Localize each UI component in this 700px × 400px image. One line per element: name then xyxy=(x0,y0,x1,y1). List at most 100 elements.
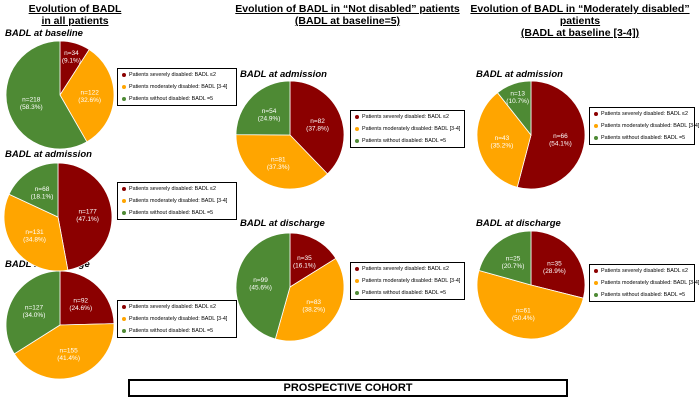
legend-item-severe: Patients severely disabled: BADL ≤2 xyxy=(594,268,690,274)
pie-slice-none xyxy=(235,80,291,136)
pie-slice-moderate xyxy=(476,92,532,188)
legend-swatch xyxy=(122,317,126,321)
legend-item-none: Patients without disabled: BADL =5 xyxy=(594,135,690,141)
pie-slice-severe xyxy=(516,80,586,190)
pie-slice-moderate xyxy=(476,269,584,340)
pie-data-label: n=127 (34.0%) xyxy=(23,305,46,320)
legend-item-none: Patients without disabled: BADL =5 xyxy=(122,210,232,216)
legend-swatch xyxy=(355,115,359,119)
legend-notdis-discharge: Patients severely disabled: BADL ≤2 Pati… xyxy=(350,262,465,300)
legend-item-none: Patients without disabled: BADL =5 xyxy=(355,138,460,144)
legend-swatch xyxy=(355,279,359,283)
legend-swatch xyxy=(122,187,126,191)
legend-label: Patients severely disabled: BADL ≤2 xyxy=(129,72,216,78)
legend-swatch xyxy=(355,291,359,295)
legend-swatch xyxy=(122,85,126,89)
legend-label: Patients severely disabled: BADL ≤2 xyxy=(362,114,449,120)
column-title-line1: Evolution of BADL xyxy=(28,3,122,15)
legend-item-moderate: Patients moderately disabled: BADL [3-4] xyxy=(355,278,460,284)
legend-all-discharge: Patients severely disabled: BADL ≤2 Pati… xyxy=(117,300,237,338)
pie-slice-none xyxy=(235,232,291,340)
legend-all-admission: Patients severely disabled: BADL ≤2 Pati… xyxy=(117,182,237,220)
pie-slice-moderate xyxy=(13,323,115,380)
pie-chart-moddis-discharge: n=35 (28.9%) n=61 (50.4%) n=25 (20.7%) xyxy=(476,230,586,340)
pie-slice-moderate xyxy=(274,257,345,342)
legend-item-moderate: Patients moderately disabled: BADL [3-4] xyxy=(122,198,232,204)
legend-label: Patients severely disabled: BADL ≤2 xyxy=(601,111,688,117)
legend-swatch xyxy=(594,124,598,128)
legend-swatch xyxy=(355,139,359,143)
column-title-line1: Evolution of BADL in “Moderately disable… xyxy=(470,3,690,27)
legend-item-none: Patients without disabled: BADL =5 xyxy=(594,292,690,298)
legend-item-moderate: Patients moderately disabled: BADL [3-4] xyxy=(122,84,232,90)
legend-swatch xyxy=(355,127,359,131)
legend-label: Patients without disabled: BADL =5 xyxy=(362,138,447,144)
legend-swatch xyxy=(122,199,126,203)
panel-title-notdis-admission: BADL at admission xyxy=(240,69,327,80)
pie-data-label: n=43 (35.2%) xyxy=(491,135,514,150)
pie-slice-none xyxy=(478,230,532,286)
pie-data-label: n=92 (24.6%) xyxy=(69,298,92,313)
legend-label: Patients without disabled: BADL =5 xyxy=(601,292,686,298)
pie-data-label: n=61 (50.4%) xyxy=(512,308,535,323)
legend-item-severe: Patients severely disabled: BADL ≤2 xyxy=(122,72,232,78)
legend-item-none: Patients without disabled: BADL =5 xyxy=(355,290,460,296)
legend-label: Patients moderately disabled: BADL [3-4] xyxy=(601,123,700,129)
legend-label: Patients without disabled: BADL =5 xyxy=(601,135,686,141)
legend-label: Patients severely disabled: BADL ≤2 xyxy=(362,266,449,272)
legend-swatch xyxy=(594,293,598,297)
legend-item-severe: Patients severely disabled: BADL ≤2 xyxy=(122,186,232,192)
pie-data-label: n=99 (45.6%) xyxy=(249,277,272,292)
pie-data-label: n=68 (18.1%) xyxy=(31,186,54,201)
pie-data-label: n=66 (54.1%) xyxy=(549,133,572,148)
pie-slice-severe xyxy=(289,80,345,175)
legend-swatch xyxy=(355,267,359,271)
pie-data-label: n=131 (34.8%) xyxy=(23,229,46,244)
pie-chart-all-admission: n=177 (47.1%) n=131 (34.8%) n=68 (18.1%) xyxy=(3,162,113,272)
pie-data-label: n=35 (28.9%) xyxy=(543,261,566,276)
pie-data-label: n=155 (41.4%) xyxy=(57,347,80,362)
legend-label: Patients without disabled: BADL =5 xyxy=(129,328,214,334)
legend-item-severe: Patients severely disabled: BADL ≤2 xyxy=(355,266,460,272)
column-title-line2: in all patients xyxy=(41,15,109,27)
column-title-not-disabled: Evolution of BADL in “Not disabled” pati… xyxy=(235,3,460,27)
panel-title-all-admission: BADL at admission xyxy=(5,149,92,160)
pie-data-label: n=13 (10.7%) xyxy=(506,91,529,106)
pie-slice-none xyxy=(496,80,532,137)
pie-slice-none xyxy=(5,270,61,355)
pie-slice-severe xyxy=(59,270,115,326)
legend-label: Patients moderately disabled: BADL [3-4] xyxy=(129,198,228,204)
legend-label: Patients moderately disabled: BADL [3-4] xyxy=(362,126,461,132)
legend-item-none: Patients without disabled: BADL =5 xyxy=(122,96,232,102)
legend-moddis-discharge: Patients severely disabled: BADL ≤2 Pati… xyxy=(589,264,699,302)
legend-swatch xyxy=(122,329,126,333)
legend-label: Patients moderately disabled: BADL [3-4] xyxy=(362,278,461,284)
pie-data-label: n=218 (58.3%) xyxy=(20,97,43,112)
cohort-banner: PROSPECTIVE COHORT xyxy=(128,379,568,397)
pie-slice-severe xyxy=(289,232,337,288)
pie-data-label: n=177 (47.1%) xyxy=(76,208,99,223)
legend-item-moderate: Patients moderately disabled: BADL [3-4] xyxy=(594,280,699,286)
column-title-line1: Evolution of BADL in “Not disabled” pati… xyxy=(235,3,460,15)
pie-data-label: n=35 (16.1%) xyxy=(293,255,316,270)
legend-swatch xyxy=(594,112,598,116)
legend-label: Patients severely disabled: BADL ≤2 xyxy=(129,304,216,310)
legend-swatch xyxy=(594,269,598,273)
legend-label: Patients moderately disabled: BADL [3-4] xyxy=(601,280,700,286)
pie-chart-all-discharge: n=92 (24.6%) n=155 (41.4%) n=127 (34.0%) xyxy=(5,270,115,380)
legend-swatch xyxy=(122,97,126,101)
pie-slice-moderate xyxy=(59,49,115,143)
pie-data-label: n=54 (24.9%) xyxy=(258,108,281,123)
pie-data-label: n=83 (38.2%) xyxy=(302,299,325,314)
column-title-all-patients: Evolution of BADL in all patients xyxy=(20,3,130,27)
pie-chart-notdis-discharge: n=35 (16.1%) n=83 (38.2%) n=99 (45.6%) xyxy=(235,232,345,342)
pie-slice-severe xyxy=(57,162,113,271)
legend-label: Patients without disabled: BADL =5 xyxy=(362,290,447,296)
panel-title-all-baseline: BADL at baseline xyxy=(5,28,83,39)
legend-label: Patients without disabled: BADL =5 xyxy=(129,96,214,102)
legend-moddis-admission: Patients severely disabled: BADL ≤2 Pati… xyxy=(589,107,699,145)
column-title-line2: (BADL at baseline=5) xyxy=(294,15,401,27)
pie-data-label: n=82 (37.8%) xyxy=(306,118,329,133)
legend-label: Patients severely disabled: BADL ≤2 xyxy=(601,268,688,274)
pie-data-label: n=122 (32.6%) xyxy=(78,90,101,105)
